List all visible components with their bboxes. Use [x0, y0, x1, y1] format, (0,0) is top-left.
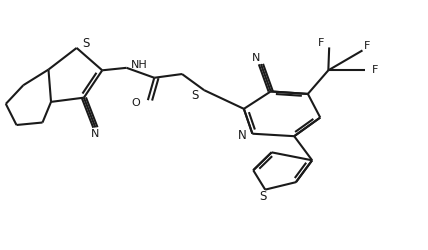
Text: S: S: [191, 89, 199, 102]
Text: S: S: [259, 190, 267, 202]
Text: F: F: [372, 65, 378, 75]
Text: N: N: [91, 129, 100, 139]
Text: N: N: [252, 53, 260, 63]
Text: O: O: [131, 98, 140, 108]
Text: F: F: [363, 41, 370, 51]
Text: F: F: [318, 38, 325, 48]
Text: N: N: [238, 129, 247, 142]
Text: NH: NH: [131, 60, 148, 70]
Text: S: S: [82, 37, 90, 50]
